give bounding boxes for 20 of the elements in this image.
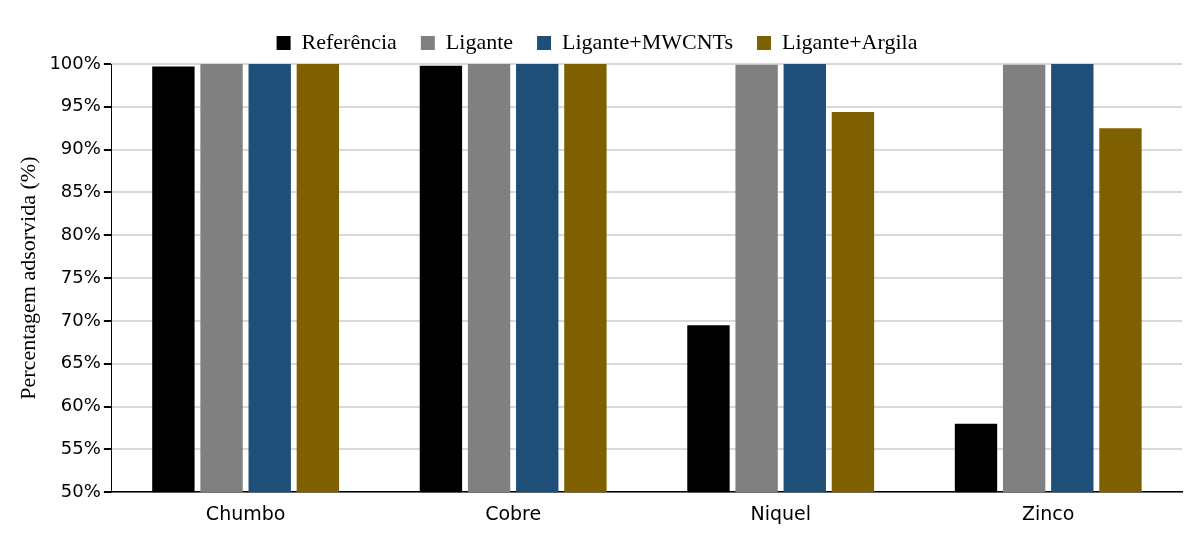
y-tick-label: 85% — [60, 180, 101, 202]
x-tick-label: Niquel — [750, 501, 811, 524]
y-tick-label: 55% — [60, 437, 101, 459]
y-axis-title: Percentagem adsorvida (%) — [14, 156, 40, 400]
legend-label: Ligante — [445, 28, 514, 54]
y-tick-label: 100% — [49, 51, 101, 73]
y-tick-label: 70% — [60, 308, 101, 330]
y-tick-label: 80% — [60, 222, 101, 244]
legend-label: Ligante+Argila — [782, 28, 918, 54]
y-tick-label: 60% — [60, 394, 101, 416]
legend-label: Ligante+MWCNTs — [562, 28, 733, 54]
y-tick-label: 65% — [60, 351, 101, 373]
y-tick-label: 90% — [60, 137, 101, 159]
x-tick-label: Zinco — [1022, 501, 1075, 524]
x-tick-label: Cobre — [485, 501, 542, 524]
y-tick-label: 95% — [60, 94, 101, 116]
x-tick-label: Chumbo — [205, 501, 286, 524]
y-tick-label: 75% — [60, 265, 101, 287]
y-tick-label: 50% — [60, 479, 101, 501]
legend-label: Referência — [301, 28, 398, 54]
